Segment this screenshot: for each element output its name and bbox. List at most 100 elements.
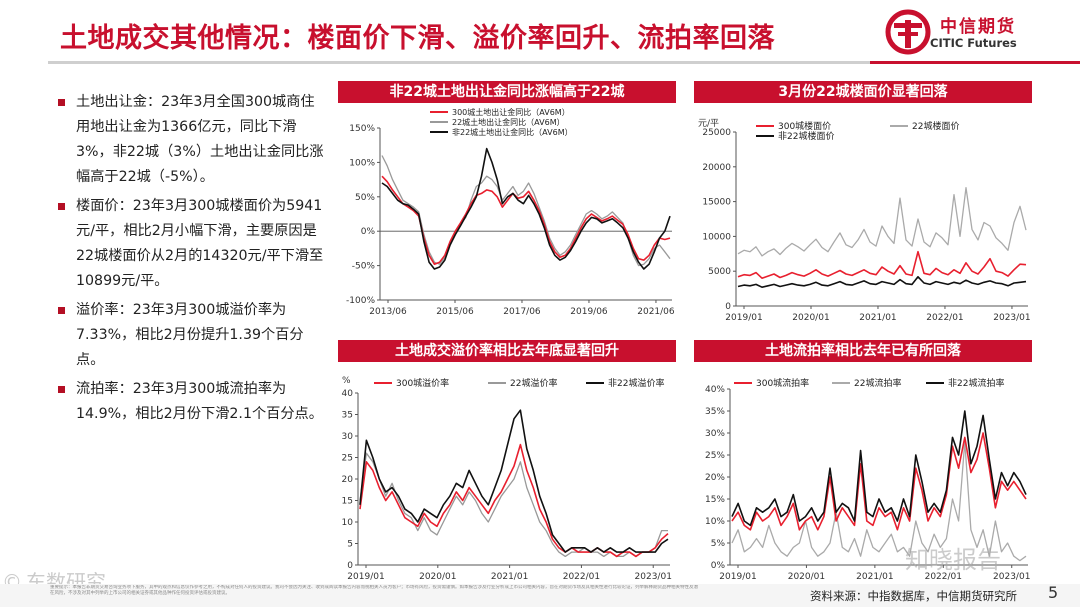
- y-tick-label: 150%: [349, 124, 375, 134]
- chart4-failure-rate: 40% 35% 30% 25% 20% 15% 10% 5% 0%2019/01 2020/01 2…: [705, 377, 1030, 582]
- y-tick-label: 15%: [705, 495, 725, 505]
- x-tick-label: 2022/01: [926, 313, 963, 323]
- x-tick-label: 2021/01: [859, 313, 896, 323]
- logo-text-cn: 中信期货: [940, 17, 1016, 37]
- y-tick-label: 100%: [349, 158, 375, 168]
- y-tick-label: 15000: [702, 198, 731, 208]
- legend-label: 非22城流拍率: [948, 377, 1004, 389]
- chart4-title: 土地流拍率相比去年已有所回落: [694, 340, 1032, 362]
- x-tick-label: 2019/01: [725, 313, 762, 323]
- page-title: 土地成交其他情况：楼面价下滑、溢价率回升、流拍率回落: [60, 23, 775, 54]
- y-tick-label: 5000: [708, 267, 731, 277]
- y-tick-label: 10%: [705, 517, 725, 527]
- chart4-panel: 40% 35% 30% 25% 20% 15% 10% 5% 0% 2019/01 2020/01 2…: [694, 363, 1034, 587]
- bullet-premium-rate: 溢价率：23年3月300城溢价率为7.33%，相比2月份提升1.39个百分点。: [58, 298, 328, 373]
- bullet-square-icon: [58, 203, 65, 210]
- legend-label: 300城土地出让金同比（AV6M）: [452, 107, 570, 117]
- series-line-3: [737, 276, 1027, 288]
- y-tick-label: 25%: [705, 451, 725, 461]
- x-tick-label: 2023/01: [635, 572, 672, 582]
- y-tick-label: 5: [347, 540, 353, 550]
- series-line-2: [731, 441, 1027, 562]
- bullet-land-revenue: 土地出让金：23年3月全国300城商住用地出让金为1366亿元，同比下滑3%，非…: [58, 90, 328, 190]
- y-tick-label: 0%: [361, 227, 376, 237]
- x-tick-label: 2020/01: [792, 313, 829, 323]
- chart3-panel: 40 35 30 25 20 15 10 5 0 2019/01 2020/01 2021/01 202…: [338, 363, 678, 587]
- series-line-2: [381, 155, 671, 267]
- y-tick-label: 40%: [705, 385, 725, 395]
- x-tick-label: 2017/06: [503, 307, 541, 317]
- y-tick-label: 30: [342, 432, 354, 442]
- x-tick-label: 2015/06: [436, 307, 474, 317]
- x-tick-label: 2022/01: [563, 572, 600, 582]
- legend-label: 非22城土地出让金同比（AV6M）: [452, 127, 573, 137]
- chart3-title: 土地成交溢价率相比去年底显著回升: [338, 340, 676, 362]
- y-tick-label: 20000: [702, 163, 731, 173]
- x-tick-label: 2021/01: [856, 572, 893, 582]
- x-tick-label: 2023/01: [993, 572, 1030, 582]
- legend-label: 非22城溢价率: [608, 377, 664, 389]
- bullet-floor-price: 楼面价：23年3月300城楼面价为5941元/平，相比2月小幅下滑，主要原因是2…: [58, 194, 328, 294]
- legend-label: 300城楼面价: [778, 120, 831, 132]
- watermark-right: 知晓报告: [905, 546, 1001, 574]
- bullet-text: 溢价率：23年3月300城溢价率为7.33%，相比2月份提升1.39个百分点。: [76, 302, 304, 368]
- y-tick-label: 10: [342, 518, 354, 528]
- x-tick-label: 2019/01: [719, 572, 756, 582]
- y-tick-label: 5%: [711, 539, 726, 549]
- legend-label: 22城流拍率: [854, 377, 901, 389]
- citic-logo: 中信期货 CITIC Futures: [880, 8, 1040, 56]
- y-tick-label: 0: [347, 561, 353, 571]
- y-tick-label: 10000: [702, 232, 731, 242]
- y-tick-label: -50%: [352, 262, 376, 272]
- y-tick-label: 25000: [702, 128, 731, 138]
- series-line-1: [737, 250, 1027, 279]
- legend-label: 300城流拍率: [756, 377, 809, 389]
- bullet-text: 楼面价：23年3月300城楼面价为5941元/平，相比2月小幅下滑，主要原因是2…: [76, 198, 324, 289]
- y-tick-label: 40: [342, 389, 354, 399]
- chart2-panel: 25000 20000 15000 10000 5000 0 2019/01 2020/01 2…: [694, 104, 1034, 328]
- logo-text-en: CITIC Futures: [930, 36, 1017, 50]
- x-tick-label: 2013/06: [369, 307, 407, 317]
- y-tick-label: 25: [342, 454, 353, 464]
- page-number: 5: [1048, 583, 1059, 602]
- x-tick-label: 2020/01: [788, 572, 825, 582]
- legend-label: 300城溢价率: [396, 377, 449, 389]
- citic-emblem-icon: [885, 9, 931, 55]
- x-tick-label: 2020/01: [419, 572, 456, 582]
- x-tick-label: 2022/01: [925, 572, 962, 582]
- footer-bar: [0, 584, 1080, 607]
- y-tick-label: 15: [342, 497, 353, 507]
- bullet-square-icon: [58, 99, 65, 106]
- bullet-square-icon: [58, 386, 65, 393]
- bullet-failure-rate: 流拍率：23年3月300城流拍率为14.9%，相比2月份下滑2.1个百分点。: [58, 377, 328, 427]
- bullet-text: 土地出让金：23年3月全国300城商住用地出让金为1366亿元，同比下滑3%，非…: [76, 94, 324, 185]
- chart2-title: 3月份22城楼面价显著回落: [694, 81, 1032, 103]
- legend-label: 22城土地出让金同比（AV6M）: [452, 117, 565, 127]
- series-line-3: [381, 147, 671, 270]
- summary-bullets: 土地出让金：23年3月全国300城商住用地出让金为1366亿元，同比下滑3%，非…: [58, 90, 328, 431]
- y-tick-label: 0: [725, 302, 731, 312]
- legend-label: 22城溢价率: [510, 377, 557, 389]
- series-line-1: [731, 432, 1027, 531]
- y-tick-label: 50%: [355, 193, 375, 203]
- series-line-1: [381, 175, 671, 265]
- x-tick-label: 2019/06: [570, 307, 608, 317]
- x-tick-label: 2021/01: [491, 572, 528, 582]
- chart1-land-revenue-yoy: 150% 100% 50% 0% -50% -100%2013/06 2015/06 2017…: [346, 107, 675, 317]
- bullet-square-icon: [58, 307, 65, 314]
- legend-label: 非22城楼面价: [778, 130, 834, 142]
- series-line-3: [359, 409, 669, 553]
- y-axis-unit: 元/平: [698, 118, 719, 129]
- y-tick-label: 20: [342, 475, 354, 485]
- header-accent: [870, 61, 1080, 64]
- y-tick-label: 0%: [711, 561, 726, 571]
- footer-source: 资料来源：中指数据库，中信期货研究所: [810, 589, 1017, 603]
- series-line-1: [359, 443, 669, 558]
- x-tick-label: 2021/06: [637, 307, 675, 317]
- x-tick-label: 2019/01: [347, 572, 384, 582]
- footer-disclaimer: 重要提示：本报告非期货交易咨询业务项下服务，其中的观点和信息仅作参考之用，不构成…: [50, 585, 698, 596]
- series-line-2: [737, 187, 1027, 257]
- series-line-3: [731, 410, 1027, 527]
- chart1-title: 非22城土地出让金同比涨幅高于22城: [338, 81, 676, 103]
